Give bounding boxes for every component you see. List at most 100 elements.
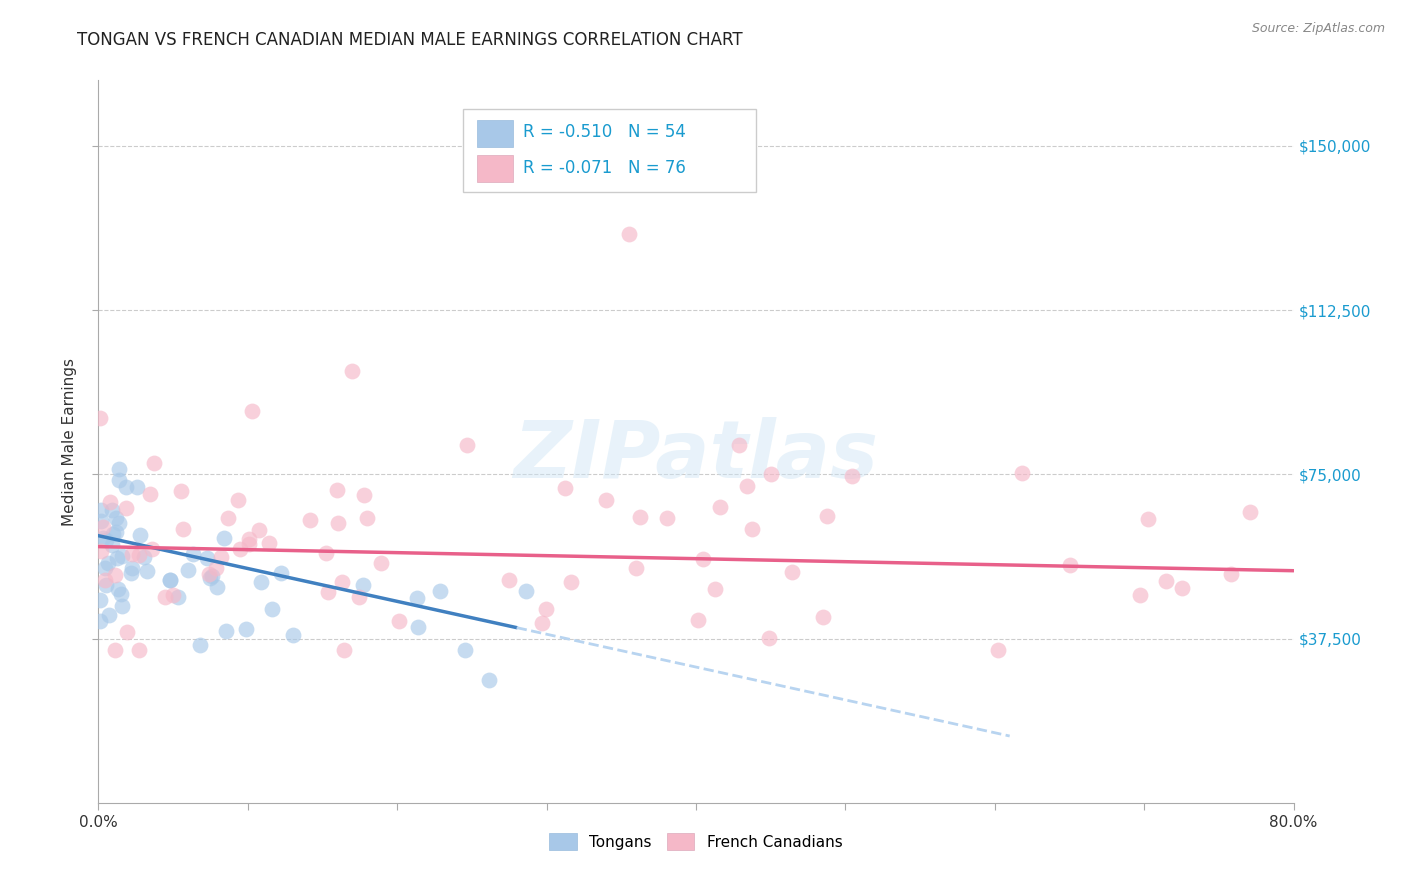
Point xyxy=(101,503,124,517)
Point xyxy=(120,566,142,581)
Point xyxy=(352,578,374,592)
Point xyxy=(655,510,678,524)
Point xyxy=(121,561,143,575)
Point xyxy=(159,574,181,588)
Point xyxy=(128,642,150,657)
Point xyxy=(737,479,759,493)
Text: ZIPatlas: ZIPatlas xyxy=(513,417,879,495)
Point xyxy=(1171,581,1194,595)
Point xyxy=(987,642,1010,657)
Point xyxy=(214,624,236,638)
Point xyxy=(105,550,128,565)
Point xyxy=(370,556,392,570)
Point xyxy=(153,590,176,604)
Point xyxy=(107,582,129,597)
Point xyxy=(128,548,150,562)
Point xyxy=(780,565,803,579)
Point xyxy=(728,437,751,451)
Point xyxy=(97,607,120,622)
Point xyxy=(177,563,200,577)
Point xyxy=(101,538,124,552)
Point xyxy=(388,614,411,628)
Point xyxy=(96,533,118,548)
Point xyxy=(188,638,211,652)
Point xyxy=(125,480,148,494)
Point xyxy=(498,573,520,587)
Point xyxy=(315,546,337,560)
Point xyxy=(136,564,159,578)
Point xyxy=(235,622,257,636)
Point xyxy=(104,567,127,582)
Point xyxy=(214,532,236,546)
Point xyxy=(141,541,163,556)
Bar xyxy=(477,120,513,147)
Point xyxy=(167,590,190,604)
Text: TONGAN VS FRENCH CANADIAN MEDIAN MALE EARNINGS CORRELATION CHART: TONGAN VS FRENCH CANADIAN MEDIAN MALE EA… xyxy=(77,31,742,49)
Point xyxy=(534,602,557,616)
Text: R = -0.071   N = 76: R = -0.071 N = 76 xyxy=(523,159,686,177)
Point xyxy=(429,583,451,598)
Bar xyxy=(477,154,513,182)
Point xyxy=(100,495,122,509)
Point xyxy=(477,673,499,688)
Point xyxy=(90,503,112,517)
Point xyxy=(238,532,260,546)
Y-axis label: Median Male Earnings: Median Male Earnings xyxy=(62,358,77,525)
Point xyxy=(110,587,132,601)
Point xyxy=(758,631,780,645)
Point xyxy=(628,509,651,524)
Point xyxy=(142,456,165,470)
Point xyxy=(704,582,727,597)
Point xyxy=(257,536,280,550)
Point xyxy=(406,591,429,605)
Point xyxy=(1129,588,1152,602)
Point xyxy=(89,411,111,425)
Point xyxy=(841,468,863,483)
Point xyxy=(1137,511,1160,525)
Point xyxy=(198,571,221,585)
Point xyxy=(247,523,270,537)
Point xyxy=(115,480,138,494)
Point xyxy=(226,492,249,507)
Point xyxy=(240,404,263,418)
Point xyxy=(90,544,112,558)
Point xyxy=(686,614,709,628)
Point xyxy=(250,574,273,589)
Point xyxy=(595,493,617,508)
Point xyxy=(1154,574,1177,588)
Point xyxy=(204,561,226,575)
Point xyxy=(353,488,375,502)
Point xyxy=(104,511,127,525)
Point xyxy=(617,227,640,241)
Point xyxy=(298,513,321,527)
Point xyxy=(283,628,305,642)
Point xyxy=(195,551,218,566)
Point xyxy=(332,575,354,590)
Point xyxy=(217,510,239,524)
Point xyxy=(229,541,252,556)
Point xyxy=(115,501,138,516)
Point xyxy=(89,593,111,607)
Point xyxy=(238,537,260,551)
Point xyxy=(91,531,114,545)
Point xyxy=(709,500,731,515)
Point xyxy=(104,642,127,657)
Point xyxy=(456,438,478,452)
Point xyxy=(692,552,714,566)
Point xyxy=(1011,466,1033,480)
Point xyxy=(108,516,131,531)
Point xyxy=(107,462,129,476)
Point xyxy=(347,591,370,605)
Point xyxy=(811,610,834,624)
Point xyxy=(108,474,131,488)
Point xyxy=(406,620,429,634)
Point xyxy=(815,508,838,523)
Point xyxy=(128,528,150,542)
Point xyxy=(1059,558,1081,572)
Point xyxy=(554,481,576,495)
Point xyxy=(270,566,292,580)
Text: Source: ZipAtlas.com: Source: ZipAtlas.com xyxy=(1251,22,1385,36)
Point xyxy=(198,566,221,581)
Point xyxy=(453,643,475,657)
Point xyxy=(515,584,537,599)
